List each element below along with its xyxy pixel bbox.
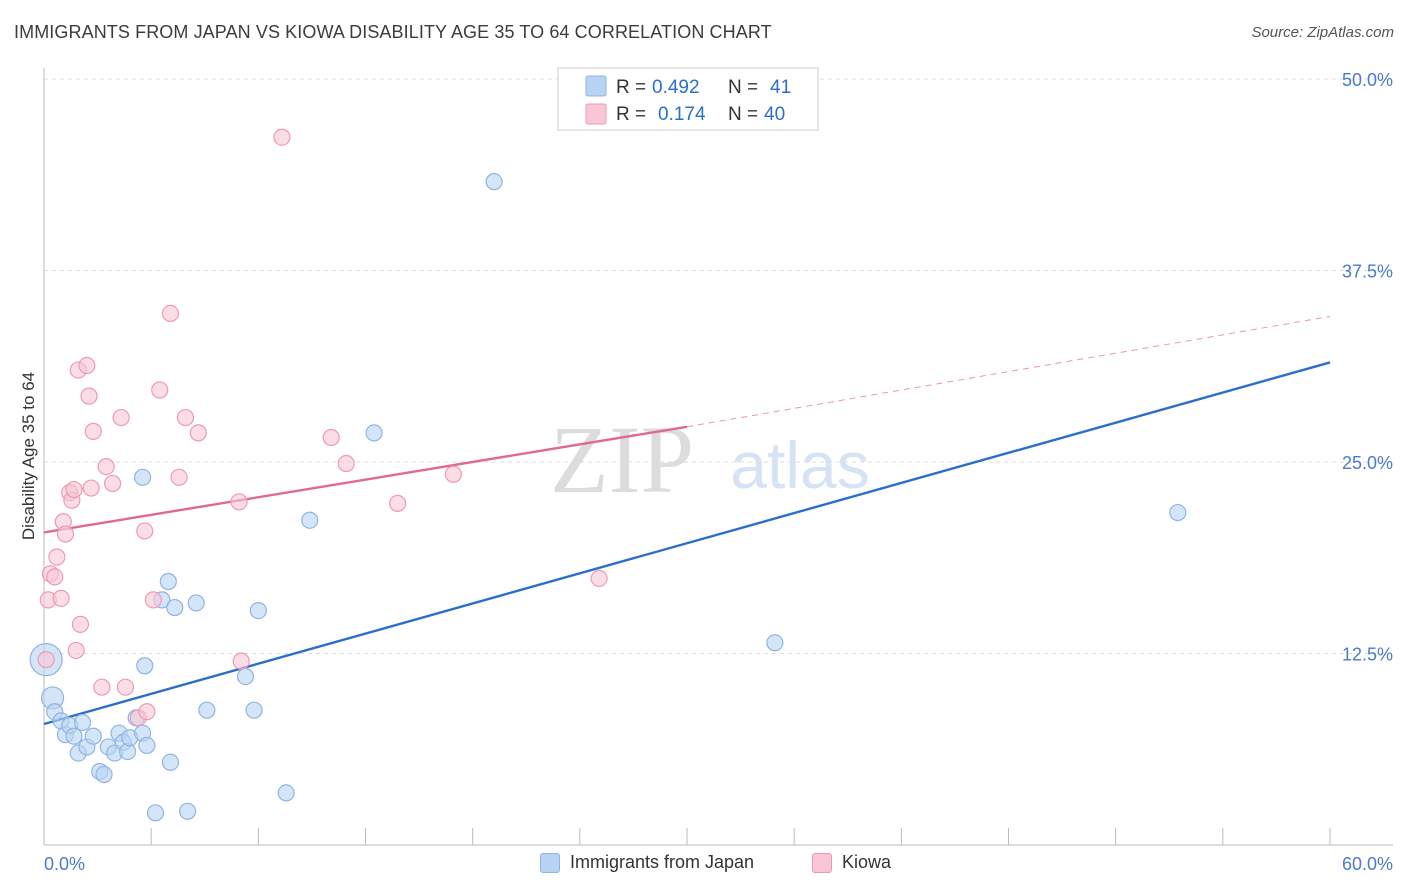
point-kiowa-39 xyxy=(273,128,291,146)
source-credit: Source: ZipAtlas.com xyxy=(1251,24,1394,41)
point-japan-25 xyxy=(161,753,180,771)
point-japan-8 xyxy=(73,713,92,732)
point-japan-21 xyxy=(138,736,156,755)
point-kiowa-31 xyxy=(189,424,207,442)
bottom-legend-japan: Immigrants from Japan xyxy=(540,852,754,873)
point-kiowa-7 xyxy=(56,525,75,543)
point-japan-37 xyxy=(766,634,784,652)
point-japan-31 xyxy=(245,701,263,719)
point-kiowa-10 xyxy=(65,480,83,499)
chart-title: IMMIGRANTS FROM JAPAN VS KIOWA DISABILIT… xyxy=(14,22,772,42)
point-japan-32 xyxy=(249,602,267,620)
legend-r-label-1: R = xyxy=(616,77,646,98)
watermark-zip: ZIP xyxy=(550,406,694,513)
point-japan-27 xyxy=(179,802,197,820)
point-kiowa-36 xyxy=(389,494,407,512)
data-points xyxy=(29,128,1187,822)
legend-r-value-1: 0.492 xyxy=(652,77,700,98)
axes xyxy=(43,68,1393,846)
point-kiowa-38 xyxy=(590,569,608,588)
x-tick-label-min: 0.0% xyxy=(44,854,85,874)
trend-lines xyxy=(43,315,1331,726)
point-kiowa-14 xyxy=(78,356,96,375)
x-tick-label-max: 60.0% xyxy=(1342,854,1393,874)
point-japan-26 xyxy=(166,598,184,617)
point-japan-12 xyxy=(95,765,113,784)
legend-n-value-2: 40 xyxy=(764,104,785,125)
bottom-legend-label-kiowa: Kiowa xyxy=(842,852,892,872)
point-kiowa-17 xyxy=(84,422,102,440)
trend-line-japan xyxy=(43,361,1331,726)
point-kiowa-34 xyxy=(322,428,340,447)
point-kiowa-32 xyxy=(230,493,248,511)
point-japan-24 xyxy=(159,572,177,591)
point-kiowa-35 xyxy=(337,454,355,473)
point-kiowa-13 xyxy=(71,615,90,633)
point-kiowa-26 xyxy=(144,591,162,609)
legend-n-value-1: 41 xyxy=(770,77,791,98)
correlation-legend: R = 0.492 N = 41 R = 0.174 N = 40 xyxy=(557,67,819,131)
trend-line-kiowa xyxy=(43,425,688,534)
point-kiowa-30 xyxy=(176,408,195,427)
bottom-legend-swatch-japan xyxy=(540,852,560,873)
point-japan-40 xyxy=(136,657,154,675)
point-kiowa-5 xyxy=(52,589,70,607)
bottom-legend-kiowa: Kiowa xyxy=(812,852,891,873)
point-japan-38 xyxy=(1169,503,1187,522)
point-japan-22 xyxy=(146,804,165,822)
point-kiowa-18 xyxy=(93,678,111,696)
legend-r-value-2: 0.174 xyxy=(658,104,706,125)
point-kiowa-20 xyxy=(103,474,122,493)
point-kiowa-24 xyxy=(136,522,154,540)
point-kiowa-37 xyxy=(444,465,462,483)
point-japan-34 xyxy=(301,511,319,529)
point-kiowa-29 xyxy=(170,468,188,486)
point-japan-6 xyxy=(65,727,83,745)
y-tick-label-25: 25.0% xyxy=(1342,453,1393,473)
point-kiowa-28 xyxy=(161,304,180,322)
point-kiowa-11 xyxy=(67,641,85,660)
x-axis-ticks xyxy=(43,828,1331,845)
point-japan-33 xyxy=(277,784,295,802)
point-kiowa-16 xyxy=(82,479,100,497)
point-kiowa-33 xyxy=(232,652,250,670)
y-axis-tick-labels: 12.5% 25.0% 37.5% 50.0% xyxy=(1342,70,1393,665)
trend-line-kiowa-extension xyxy=(686,315,1331,428)
gridlines xyxy=(44,78,1393,654)
point-japan-10 xyxy=(84,727,102,745)
point-japan-29 xyxy=(198,701,216,719)
y-tick-label-12.5: 12.5% xyxy=(1342,645,1393,665)
point-kiowa-4 xyxy=(48,548,66,566)
point-kiowa-25 xyxy=(138,703,156,721)
legend-n-label-1: N = xyxy=(728,77,758,98)
legend-swatch-japan xyxy=(585,75,607,97)
y-tick-label-37.5: 37.5% xyxy=(1342,262,1393,282)
point-kiowa-21 xyxy=(112,408,130,427)
point-kiowa-19 xyxy=(97,457,115,476)
series-kiowa xyxy=(37,128,608,727)
point-japan-36 xyxy=(485,173,503,191)
point-kiowa-27 xyxy=(151,381,169,399)
legend-swatch-kiowa xyxy=(585,103,607,125)
bottom-legend-swatch-kiowa xyxy=(812,852,832,873)
point-japan-35 xyxy=(365,424,383,442)
y-axis-label: Disability Age 35 to 64 xyxy=(19,372,38,540)
bottom-legend-label-japan: Immigrants from Japan xyxy=(570,852,755,872)
legend-r-label-2: R = xyxy=(616,104,646,125)
point-kiowa-15 xyxy=(80,387,98,405)
legend-n-label-2: N = xyxy=(728,104,758,125)
point-japan-39 xyxy=(133,468,152,486)
point-kiowa-3 xyxy=(46,568,64,586)
y-tick-label-50: 50.0% xyxy=(1342,70,1393,90)
series-japan xyxy=(29,173,1187,822)
point-kiowa-0 xyxy=(37,651,55,669)
point-japan-30 xyxy=(236,667,255,686)
point-kiowa-22 xyxy=(116,678,135,696)
watermark-atlas: atlas xyxy=(730,428,869,502)
point-japan-28 xyxy=(187,594,205,612)
